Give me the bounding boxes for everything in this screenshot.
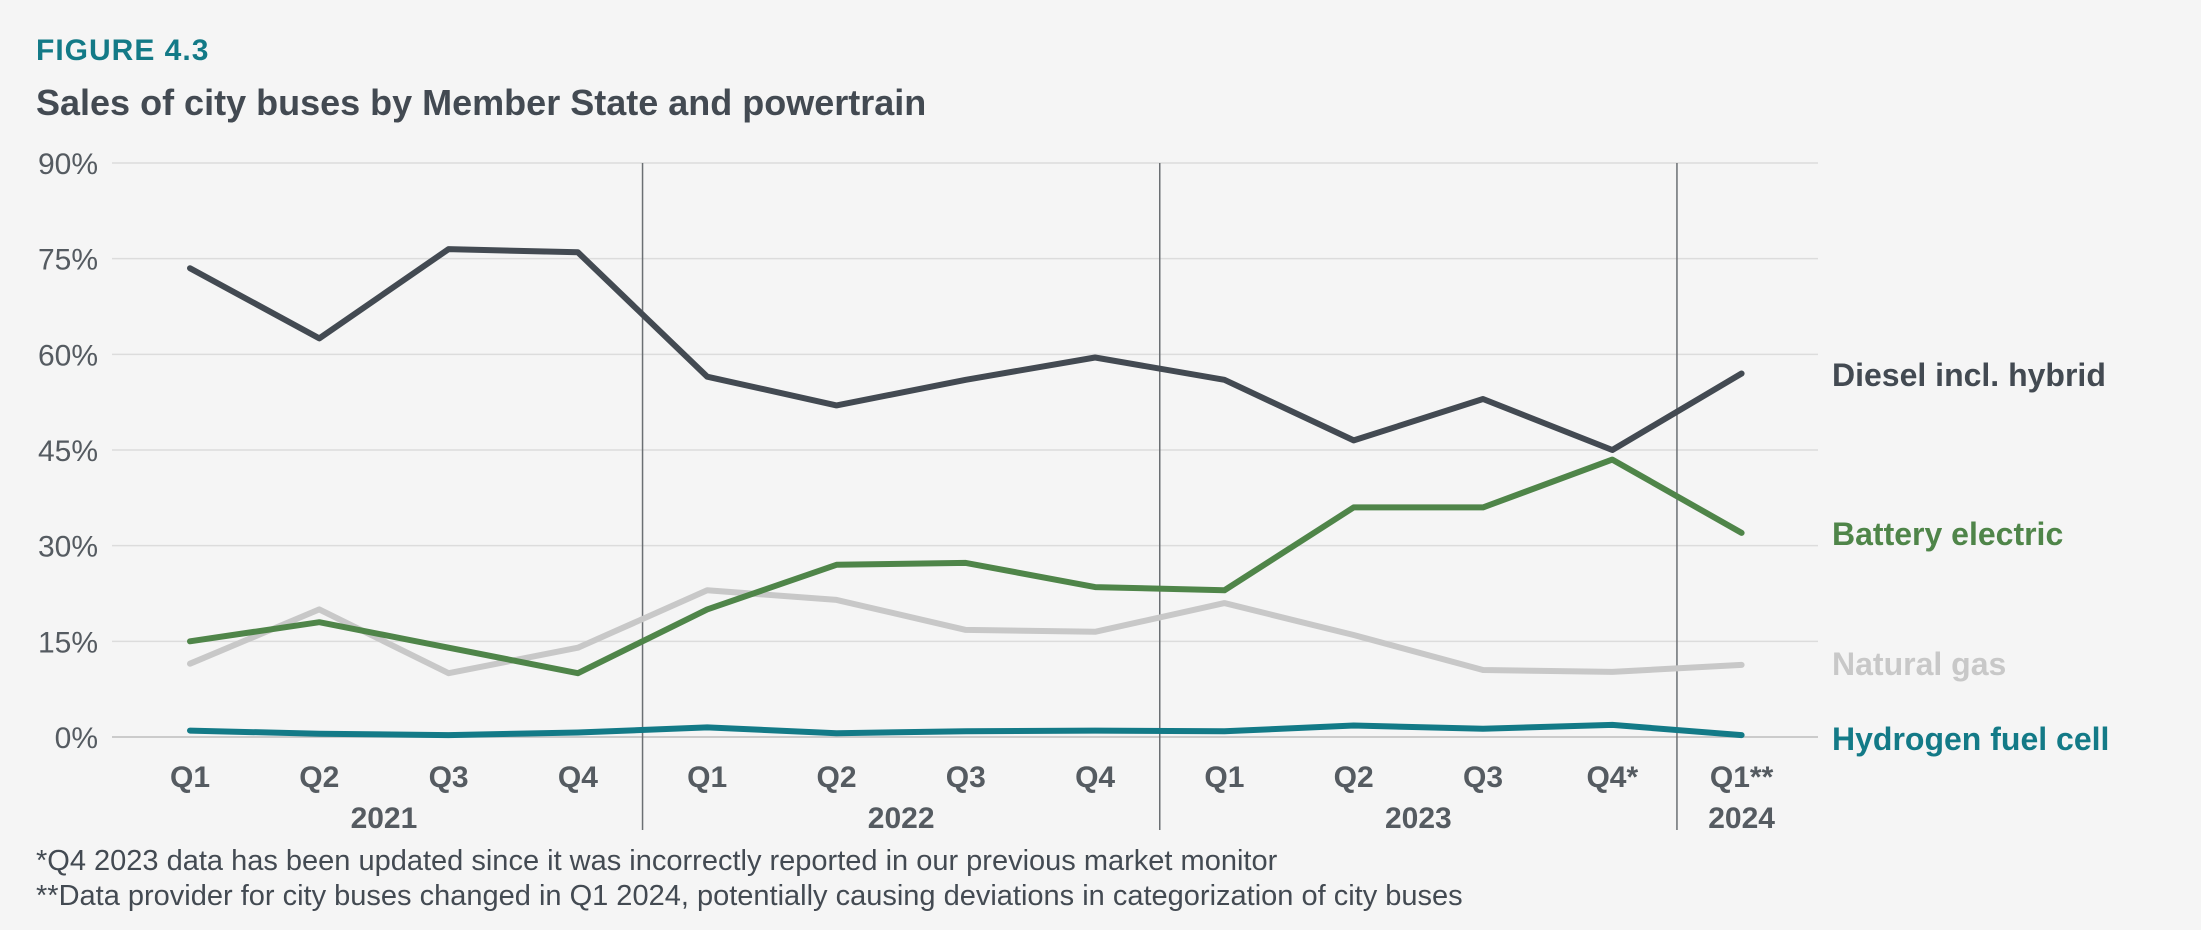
series-line-battery-electric [187,456,1745,677]
year-label: 2023 [1385,802,1452,835]
year-label: 2024 [1708,802,1775,835]
x-tick-label: Q1** [1710,761,1774,794]
series-label: Battery electric [1832,516,2063,552]
x-tick-label: Q2 [299,761,339,794]
x-tick-label: Q2 [816,761,856,794]
y-tick-label: 60% [38,339,98,372]
gridlines [112,162,1818,738]
footnote-q4-2023: *Q4 2023 data has been updated since it … [36,845,1278,877]
y-tick-label: 15% [38,626,98,659]
series-line-hydrogen-fuel-cell [187,721,1745,739]
x-tick-label: Q3 [429,761,469,794]
x-tick-label: Q1 [170,761,210,794]
x-axis: Q1 Q2 Q3 Q4 Q1 Q2 Q3 Q4 Q1 Q2 Q3 Q4* Q1** [170,761,1774,794]
y-tick-label: 75% [38,244,98,277]
x-tick-label: Q1 [687,761,727,794]
x-tick-label: Q4 [1075,761,1115,794]
series-label: Hydrogen fuel cell [1832,721,2109,757]
y-tick-label: 45% [38,435,98,468]
y-axis: 0% 15% 30% 45% 60% 75% 90% [38,148,98,755]
y-tick-label: 0% [55,722,98,755]
series-label: Diesel incl. hybrid [1832,357,2106,393]
figure-label: FIGURE 4.3 [36,34,210,67]
year-labels: 2021 2022 2023 2024 [351,802,1776,835]
x-tick-label: Q3 [1463,761,1503,794]
x-tick-label: Q3 [946,761,986,794]
y-tick-label: 90% [38,148,98,181]
series-line-diesel-incl-hybrid [187,246,1745,453]
y-tick-label: 30% [38,531,98,564]
year-label: 2021 [351,802,418,835]
series-line-natural-gas [187,587,1745,677]
x-tick-label: Q2 [1334,761,1374,794]
x-tick-label: Q4 [558,761,598,794]
series-lines [187,246,1745,739]
x-tick-label: Q4* [1586,761,1638,794]
year-label: 2022 [868,802,935,835]
footnote-q1-2024: **Data provider for city buses changed i… [36,880,1463,912]
chart-title: Sales of city buses by Member State and … [36,82,927,123]
x-tick-label: Q1 [1204,761,1244,794]
series-labels: Diesel incl. hybrid Battery electric Natur… [1832,357,2109,757]
series-label: Natural gas [1832,646,2006,682]
